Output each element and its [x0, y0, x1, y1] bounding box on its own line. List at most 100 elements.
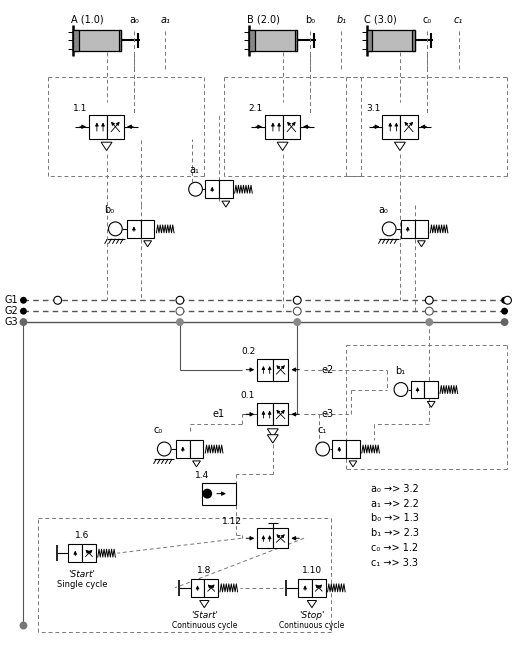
Text: b₀ →> 1.3: b₀ →> 1.3 [371, 513, 419, 523]
Bar [73, 30, 79, 51]
Text: c₀: c₀ [423, 15, 432, 25]
Polygon shape [395, 142, 406, 151]
Bar [424, 381, 438, 398]
Bar [273, 403, 289, 425]
Circle shape [382, 222, 396, 236]
Text: 1.6: 1.6 [75, 531, 89, 540]
Bar [414, 220, 428, 238]
Bar [346, 440, 360, 458]
Text: b₁: b₁ [336, 15, 346, 25]
Bar [257, 528, 273, 548]
Bar [219, 180, 233, 198]
Bar [189, 440, 204, 458]
Bar [265, 115, 282, 139]
Circle shape [394, 383, 408, 396]
Bar [401, 220, 414, 238]
Circle shape [501, 297, 508, 304]
Bar [82, 544, 96, 562]
Text: c₀: c₀ [154, 425, 163, 435]
Text: 1.12: 1.12 [221, 517, 242, 526]
Bar [73, 30, 121, 51]
Circle shape [54, 296, 62, 304]
Text: a₁: a₁ [160, 15, 170, 25]
Text: a₁ →> 2.2: a₁ →> 2.2 [371, 499, 419, 509]
Circle shape [176, 296, 184, 304]
Text: 'Start': 'Start' [68, 570, 96, 579]
Circle shape [425, 318, 433, 326]
Bar [89, 115, 106, 139]
Polygon shape [277, 142, 288, 151]
Bar [176, 440, 189, 458]
Bar [106, 115, 124, 139]
Text: Single cycle: Single cycle [57, 580, 108, 589]
Text: 1.4: 1.4 [195, 471, 209, 480]
Circle shape [203, 489, 212, 499]
Text: b₀: b₀ [305, 15, 315, 25]
Circle shape [176, 307, 184, 315]
Polygon shape [193, 461, 200, 467]
Circle shape [158, 442, 171, 456]
Polygon shape [267, 429, 278, 437]
Bar [141, 220, 155, 238]
Text: 0.2: 0.2 [241, 347, 255, 356]
Bar [282, 115, 300, 139]
Circle shape [176, 318, 184, 326]
Bar [68, 544, 82, 562]
Circle shape [109, 222, 122, 236]
Circle shape [189, 182, 203, 196]
Text: 1.1: 1.1 [73, 104, 87, 113]
Bar [400, 115, 418, 139]
Bar [298, 579, 312, 597]
Bar [257, 359, 273, 381]
Text: G3: G3 [5, 317, 19, 327]
Text: b₁: b₁ [395, 365, 405, 376]
Bar [204, 579, 218, 597]
Bar [205, 180, 219, 198]
Circle shape [20, 297, 27, 304]
Circle shape [501, 308, 508, 315]
Polygon shape [199, 601, 209, 608]
Bar [127, 220, 141, 238]
Polygon shape [428, 401, 435, 407]
Polygon shape [349, 461, 357, 467]
Circle shape [316, 442, 329, 456]
Text: A (1.0): A (1.0) [70, 15, 103, 25]
Bar [382, 115, 400, 139]
Circle shape [20, 308, 27, 315]
Text: b₁ →> 2.3: b₁ →> 2.3 [371, 528, 419, 538]
Bar [118, 30, 121, 51]
Circle shape [293, 307, 301, 315]
Polygon shape [418, 241, 425, 247]
Polygon shape [144, 241, 151, 247]
Bar [333, 440, 346, 458]
Text: c₁: c₁ [454, 15, 463, 25]
Circle shape [19, 318, 27, 326]
Text: a₀: a₀ [129, 15, 139, 25]
Text: e1: e1 [213, 409, 225, 419]
Circle shape [425, 307, 433, 315]
Text: a₀: a₀ [378, 205, 388, 215]
Text: b₀: b₀ [104, 205, 114, 215]
Text: a₀ →> 3.2: a₀ →> 3.2 [371, 484, 418, 494]
Bar [202, 483, 236, 505]
Text: C (3.0): C (3.0) [364, 15, 397, 25]
Polygon shape [101, 142, 112, 151]
Bar [312, 579, 326, 597]
Circle shape [293, 318, 301, 326]
Polygon shape [267, 435, 278, 443]
Circle shape [425, 296, 433, 304]
Text: a₁: a₁ [189, 165, 199, 175]
Circle shape [19, 621, 27, 629]
Bar [250, 30, 255, 51]
Text: c₁ →> 3.3: c₁ →> 3.3 [371, 558, 418, 568]
Bar [366, 30, 372, 51]
Text: e2: e2 [322, 365, 334, 375]
Circle shape [293, 296, 301, 304]
Bar [366, 30, 414, 51]
Text: 'Stop': 'Stop' [299, 611, 325, 620]
Bar [412, 30, 414, 51]
Text: Continuous cycle: Continuous cycle [172, 621, 237, 630]
Bar [250, 30, 297, 51]
Text: 1.8: 1.8 [197, 566, 211, 575]
Bar [257, 403, 273, 425]
